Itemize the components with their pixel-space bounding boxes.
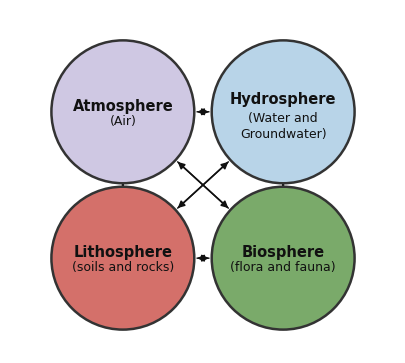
- Text: (soils and rocks): (soils and rocks): [72, 261, 174, 274]
- Circle shape: [211, 40, 354, 183]
- Circle shape: [51, 187, 194, 330]
- Text: (Water and
Groundwater): (Water and Groundwater): [239, 112, 326, 140]
- Circle shape: [211, 187, 354, 330]
- Text: (flora and fauna): (flora and fauna): [230, 261, 335, 274]
- Text: Biosphere: Biosphere: [241, 245, 324, 260]
- Text: Atmosphere: Atmosphere: [72, 99, 173, 114]
- Text: Lithosphere: Lithosphere: [73, 245, 172, 260]
- Text: (Air): (Air): [109, 115, 136, 127]
- Text: Hydrosphere: Hydrosphere: [229, 93, 336, 107]
- Circle shape: [51, 40, 194, 183]
